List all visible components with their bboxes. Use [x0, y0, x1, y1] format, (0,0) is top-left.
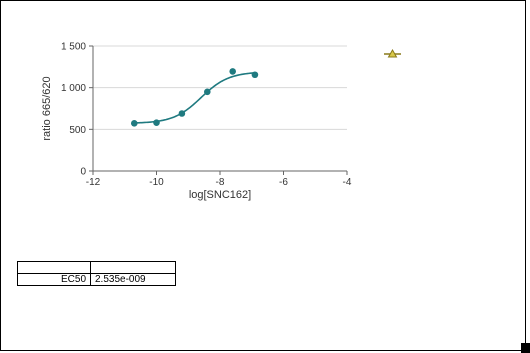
- y-tick-label-3: 1 500: [61, 42, 86, 53]
- x-tick-label-2: -8: [216, 177, 225, 188]
- legend: [384, 48, 401, 58]
- x-axis-ticks: [92, 171, 348, 175]
- corner-resize-handle[interactable]: [521, 343, 530, 353]
- x-axis-title: log[SNC162]: [189, 189, 251, 201]
- x-tick-label-3: -6: [279, 177, 288, 188]
- data-point: [130, 120, 138, 127]
- data-point: [178, 110, 186, 117]
- y-tick-label-1: 500: [69, 125, 86, 136]
- y-tick-label-0: 0: [80, 167, 86, 178]
- fit-curve: [134, 72, 255, 124]
- data-points: [130, 68, 259, 127]
- results-table-row: EC50 2.535e-009: [17, 273, 176, 286]
- x-tick-labels: -12 -10 -8 -6 -4: [86, 177, 352, 188]
- x-tick-label-0: -12: [86, 177, 101, 188]
- ec50-label: EC50: [17, 273, 91, 286]
- data-point: [251, 71, 259, 79]
- results-table-header-cell: [17, 261, 91, 274]
- y-gridlines: [93, 45, 347, 130]
- y-axis-title: ratio 665/620: [41, 76, 53, 140]
- data-point: [204, 88, 211, 96]
- x-tick-label-1: -10: [149, 177, 164, 188]
- data-point: [153, 119, 160, 126]
- x-tick-label-4: -4: [343, 177, 352, 188]
- y-tick-labels: 0 500 1 000 1 500: [61, 42, 86, 178]
- data-point: [229, 68, 236, 75]
- results-table: EC50 2.535e-009: [17, 261, 176, 286]
- y-axis-ticks: [89, 45, 93, 172]
- y-tick-label-2: 1 000: [61, 83, 86, 94]
- results-table-header-row: [17, 261, 176, 274]
- ec50-value: 2.535e-009: [90, 273, 176, 286]
- results-table-header-cell: [90, 261, 176, 274]
- legend-triangle-icon: [387, 48, 398, 58]
